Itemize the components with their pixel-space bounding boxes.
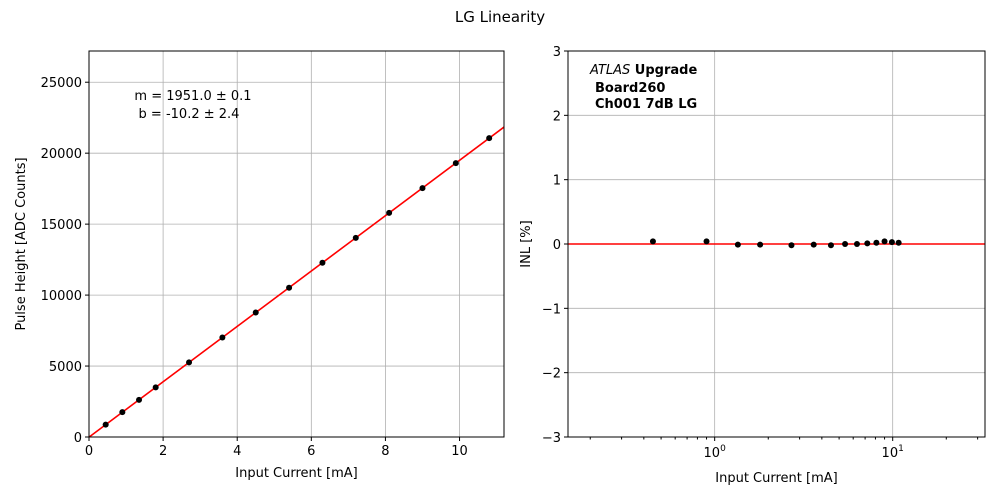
left-y-tick-label: 20000 — [41, 147, 82, 162]
left-y-tick-label: 25000 — [41, 76, 82, 91]
left-data-point — [252, 309, 259, 316]
right-y-axis-label: INL [%] — [519, 220, 534, 267]
right-y-ticks: −3 −2 −1 0 1 2 3 — [542, 45, 568, 446]
right-data-point — [734, 241, 741, 248]
left-x-tick-label: 4 — [233, 444, 241, 459]
left-x-tick-label: 0 — [85, 444, 93, 459]
left-y-tick-label: 10000 — [41, 289, 82, 304]
left-data-point — [102, 421, 109, 428]
left-axes-frame — [88, 50, 505, 438]
left-data-point — [119, 409, 126, 416]
right-y-tick-label: −1 — [542, 302, 561, 317]
left-data-point — [352, 234, 359, 241]
left-x-tick-label: 10 — [451, 444, 468, 459]
atlas-upgrade-label: ATLAS Upgrade — [589, 63, 697, 78]
atlas-label: ATLAS — [589, 63, 630, 78]
right-data-points — [649, 238, 902, 249]
right-y-tick-label: 1 — [553, 174, 561, 189]
board-label: Board260 — [595, 81, 665, 96]
right-data-point — [853, 241, 860, 247]
right-data-point — [827, 242, 834, 249]
left-data-point — [286, 284, 293, 291]
right-data-point — [757, 241, 764, 248]
left-data-point — [152, 384, 159, 391]
right-y-tick-label: −2 — [542, 367, 561, 382]
right-data-point — [881, 238, 888, 245]
right-y-tick-label: −3 — [542, 431, 561, 446]
left-data-point — [452, 160, 459, 167]
left-data-point — [319, 259, 326, 266]
right-y-tick-label: 3 — [553, 45, 561, 60]
right-data-point — [888, 239, 895, 246]
left-x-tick-label: 6 — [307, 444, 315, 459]
left-grid — [88, 51, 504, 438]
left-x-axis-label: Input Current [mA] — [235, 466, 357, 481]
left-data-point — [219, 334, 226, 341]
right-y-tick-label: 2 — [553, 109, 561, 124]
right-plot: 100 101 −3 −2 −1 0 1 2 3 Input Current [mA] INL… — [519, 45, 986, 486]
right-data-point — [703, 238, 710, 245]
left-data-point — [486, 135, 493, 142]
left-y-ticks: 0 5000 10000 15000 20000 25000 — [41, 76, 89, 446]
left-y-tick-label: 15000 — [41, 218, 82, 233]
right-x-axis-label: Input Current [mA] — [715, 471, 837, 486]
right-y-tick-label: 0 — [553, 238, 561, 253]
left-x-ticks: 0 2 4 6 8 10 — [85, 437, 468, 459]
left-data-point — [136, 396, 143, 403]
left-x-tick-label: 8 — [381, 444, 389, 459]
right-data-point — [873, 239, 880, 246]
slope-annotation: m = 1951.0 ± 0.1 — [134, 89, 251, 104]
left-data-points — [102, 135, 493, 428]
left-x-tick-label: 2 — [159, 444, 167, 459]
right-x-tick-label: 100 — [704, 444, 727, 461]
left-data-point — [186, 359, 193, 366]
left-data-point — [419, 185, 426, 192]
left-y-tick-label: 0 — [74, 431, 82, 446]
left-data-point — [386, 209, 393, 216]
right-x-ticks: 100 101 — [589, 437, 979, 461]
intercept-annotation: b = -10.2 ± 2.4 — [139, 107, 240, 122]
left-y-tick-label: 5000 — [49, 360, 82, 375]
left-plot: 0 2 4 6 8 10 0 5000 10000 15000 20000 25000 Input … — [14, 50, 505, 481]
right-x-tick-label: 101 — [882, 444, 904, 461]
left-fit-line — [88, 126, 505, 438]
right-data-point — [649, 238, 656, 245]
right-data-point — [788, 242, 795, 249]
figure-title: LG Linearity — [455, 8, 545, 26]
right-data-point — [842, 241, 849, 247]
left-y-axis-label: Pulse Height [ADC Counts] — [14, 157, 29, 330]
left-fit-segment — [88, 126, 505, 438]
right-data-point — [810, 241, 817, 248]
right-data-point — [895, 239, 902, 246]
right-data-point — [864, 240, 871, 247]
channel-label: Ch001 7dB LG — [595, 97, 697, 112]
upgrade-label: Upgrade — [630, 63, 697, 78]
